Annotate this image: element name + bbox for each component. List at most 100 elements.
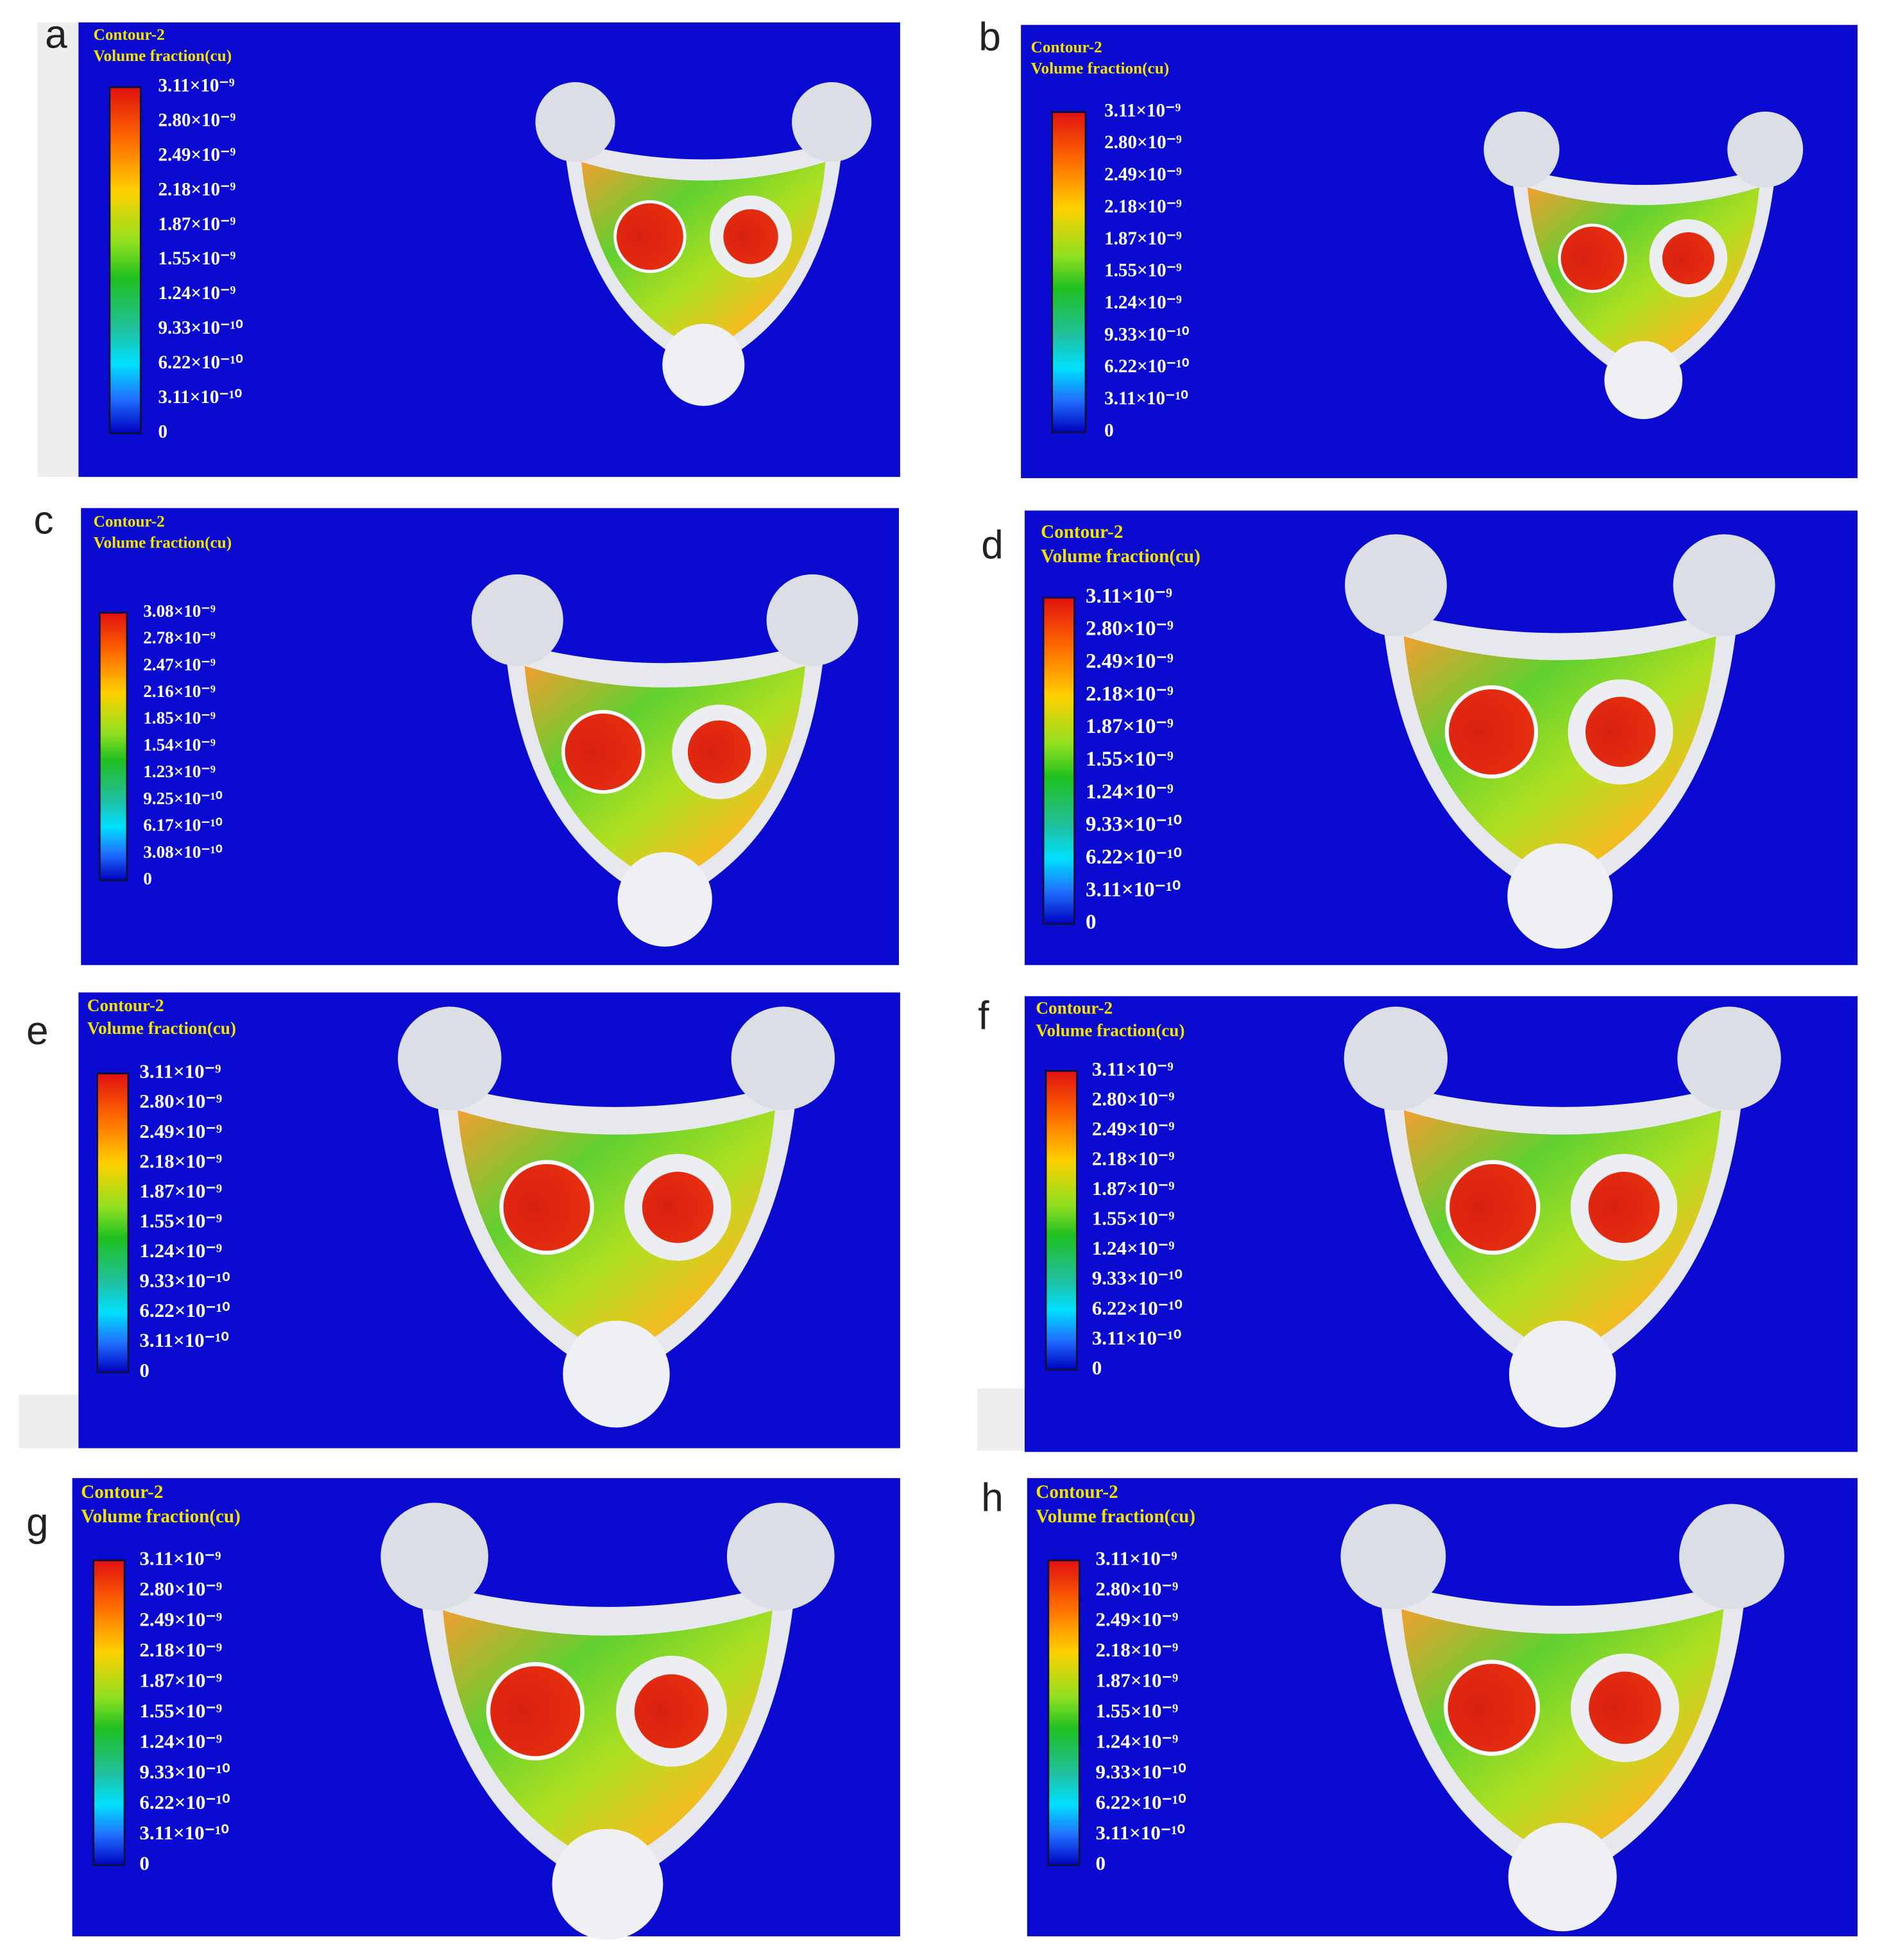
colorbar-tick-label: 9.25×10⁻¹⁰ [143,789,223,808]
colorbar [1045,1070,1078,1371]
panel-label: b [978,15,1001,59]
colorbar-tick-label: 2.16×10⁻⁹ [143,682,216,701]
colorbar-tick-label: 2.18×10⁻⁹ [158,179,236,200]
colorbar-tick-label: 3.11×10⁻¹⁰ [1096,1821,1185,1844]
colorbar-tick-label: 6.22×10⁻¹⁰ [139,1299,230,1321]
colorbar-tick-label: 6.22×10⁻¹⁰ [1096,1791,1186,1814]
panel-label: e [26,1009,49,1053]
colorbar-tick-label: 3.11×10⁻⁹ [139,1547,221,1569]
panel-label: h [981,1475,1004,1520]
outlet [563,1320,670,1428]
source-left [486,1662,585,1760]
colorbar [98,612,128,882]
colorbar-tick-label: 1.87×10⁻⁹ [1096,1669,1179,1691]
colorbar-tick-label: 2.80×10⁻⁹ [1096,1577,1179,1600]
geometry [471,574,859,947]
source-right [1589,1671,1661,1744]
legend-subtitle: Volume fraction(cu) [94,535,232,552]
colorbar-tick-label: 6.22×10⁻¹⁰ [158,352,244,373]
colorbar-tick-label: 3.11×10⁻⁹ [1086,585,1172,608]
source-left [561,710,645,794]
colorbar [1047,1559,1081,1866]
colorbar-tick-label: 1.87×10⁻⁹ [139,1669,222,1691]
colorbar-tick-label: 2.80×10⁻⁹ [139,1090,222,1112]
geometry [380,1502,835,1940]
legend-title: Contour-2 [1031,39,1102,56]
colorbar-tick-label: 1.55×10⁻⁹ [1096,1699,1179,1722]
colorbar [108,86,142,434]
panel-label: a [45,13,67,57]
colorbar-tick-label: 2.18×10⁻⁹ [139,1638,222,1661]
outlet [1508,1823,1617,1932]
colorbar-tick-label: 2.18×10⁻⁹ [1104,196,1182,217]
legend-title: Contour-2 [94,513,165,531]
colorbar-tick-label: 0 [1086,911,1096,934]
colorbar-tick-label: 2.18×10⁻⁹ [1086,682,1174,705]
colorbar-tick-label: 2.80×10⁻⁹ [1092,1087,1175,1110]
colorbar-tick-label: 1.24×10⁻⁹ [1096,1730,1179,1753]
legend-title: Contour-2 [87,996,164,1015]
geometry [398,1006,835,1428]
colorbar-tick-label: 0 [143,869,152,888]
colorbar-tick-label: 1.87×10⁻⁹ [1086,715,1174,738]
colorbar-tick-label: 3.11×10⁻¹⁰ [158,387,243,408]
source-right [687,720,751,784]
inlet [398,1006,502,1110]
colorbar [1051,111,1087,433]
inlet [1673,534,1775,637]
colorbar [92,1559,126,1866]
geometry [1483,111,1804,420]
colorbar-tick-label: 6.22×10⁻¹⁰ [1092,1296,1183,1319]
outlet [662,323,745,406]
panel-label: g [26,1500,49,1545]
gray-strip [37,22,79,477]
colorbar-tick-label: 9.33×10⁻¹⁰ [1086,813,1182,836]
colorbar-tick-label: 3.11×10⁻¹⁰ [1086,878,1181,901]
outlet [1507,843,1613,949]
colorbar-tick-label: 2.49×10⁻⁹ [158,144,236,165]
panel: e Contour-2 Volume fraction(cu) 3.11×10⁻⁹ 2.… [26,992,900,1449]
inlet [1483,111,1560,187]
panel: c Contour-2 Volume fraction(cu) 3.08×10⁻⁹ 2.… [33,498,899,965]
outlet [552,1828,663,1940]
colorbar-tick-label: 9.33×10⁻¹⁰ [139,1760,230,1783]
source-right [1585,696,1656,768]
colorbar-tick-label: 2.18×10⁻⁹ [1096,1638,1179,1661]
colorbar-tick-label: 2.49×10⁻⁹ [1104,164,1182,185]
geometry [1340,1504,1784,1932]
colorbar-tick-label: 3.11×10⁻⁹ [158,75,235,96]
colorbar-tick-label: 9.33×10⁻¹⁰ [1092,1267,1183,1289]
source-left [1445,1160,1541,1255]
colorbar-tick-label: 1.87×10⁻⁹ [1092,1177,1175,1199]
outlet [617,852,712,947]
colorbar-tick-label: 0 [1092,1356,1102,1379]
colorbar-tick-label: 9.33×10⁻¹⁰ [1104,324,1190,345]
inlet [1727,111,1804,187]
inlet [471,574,563,666]
source-left [1444,1660,1540,1756]
inlet [535,82,615,162]
colorbar-tick-label: 2.49×10⁻⁹ [139,1120,222,1142]
outlet [1508,1320,1616,1428]
inlet [1344,1006,1448,1110]
colorbar-tick-label: 2.49×10⁻⁹ [1092,1117,1175,1140]
colorbar-tick-label: 1.55×10⁻⁹ [1086,748,1174,771]
inlet [766,574,859,666]
colorbar-tick-label: 2.78×10⁻⁹ [143,628,216,648]
source-right [634,1674,709,1748]
colorbar-tick-label: 0 [1096,1852,1106,1875]
legend-subtitle: Volume fraction(cu) [1041,546,1201,567]
colorbar-tick-label: 3.11×10⁻¹⁰ [139,1329,228,1352]
panel-label: c [33,498,53,542]
colorbar [1042,596,1076,925]
colorbar-tick-label: 3.08×10⁻¹⁰ [143,842,223,861]
colorbar-tick-label: 1.24×10⁻⁹ [1104,292,1182,313]
source-right [1662,232,1714,284]
colorbar-tick-label: 0 [139,1359,150,1381]
colorbar-tick-label: 1.55×10⁻⁹ [158,248,236,269]
colorbar-tick-label: 1.24×10⁻⁹ [158,283,236,304]
colorbar-tick-label: 3.11×10⁻¹⁰ [139,1821,228,1844]
legend-title: Contour-2 [81,1482,163,1502]
colorbar-tick-label: 6.22×10⁻¹⁰ [139,1791,230,1814]
colorbar-tick-label: 1.54×10⁻⁹ [143,735,216,754]
